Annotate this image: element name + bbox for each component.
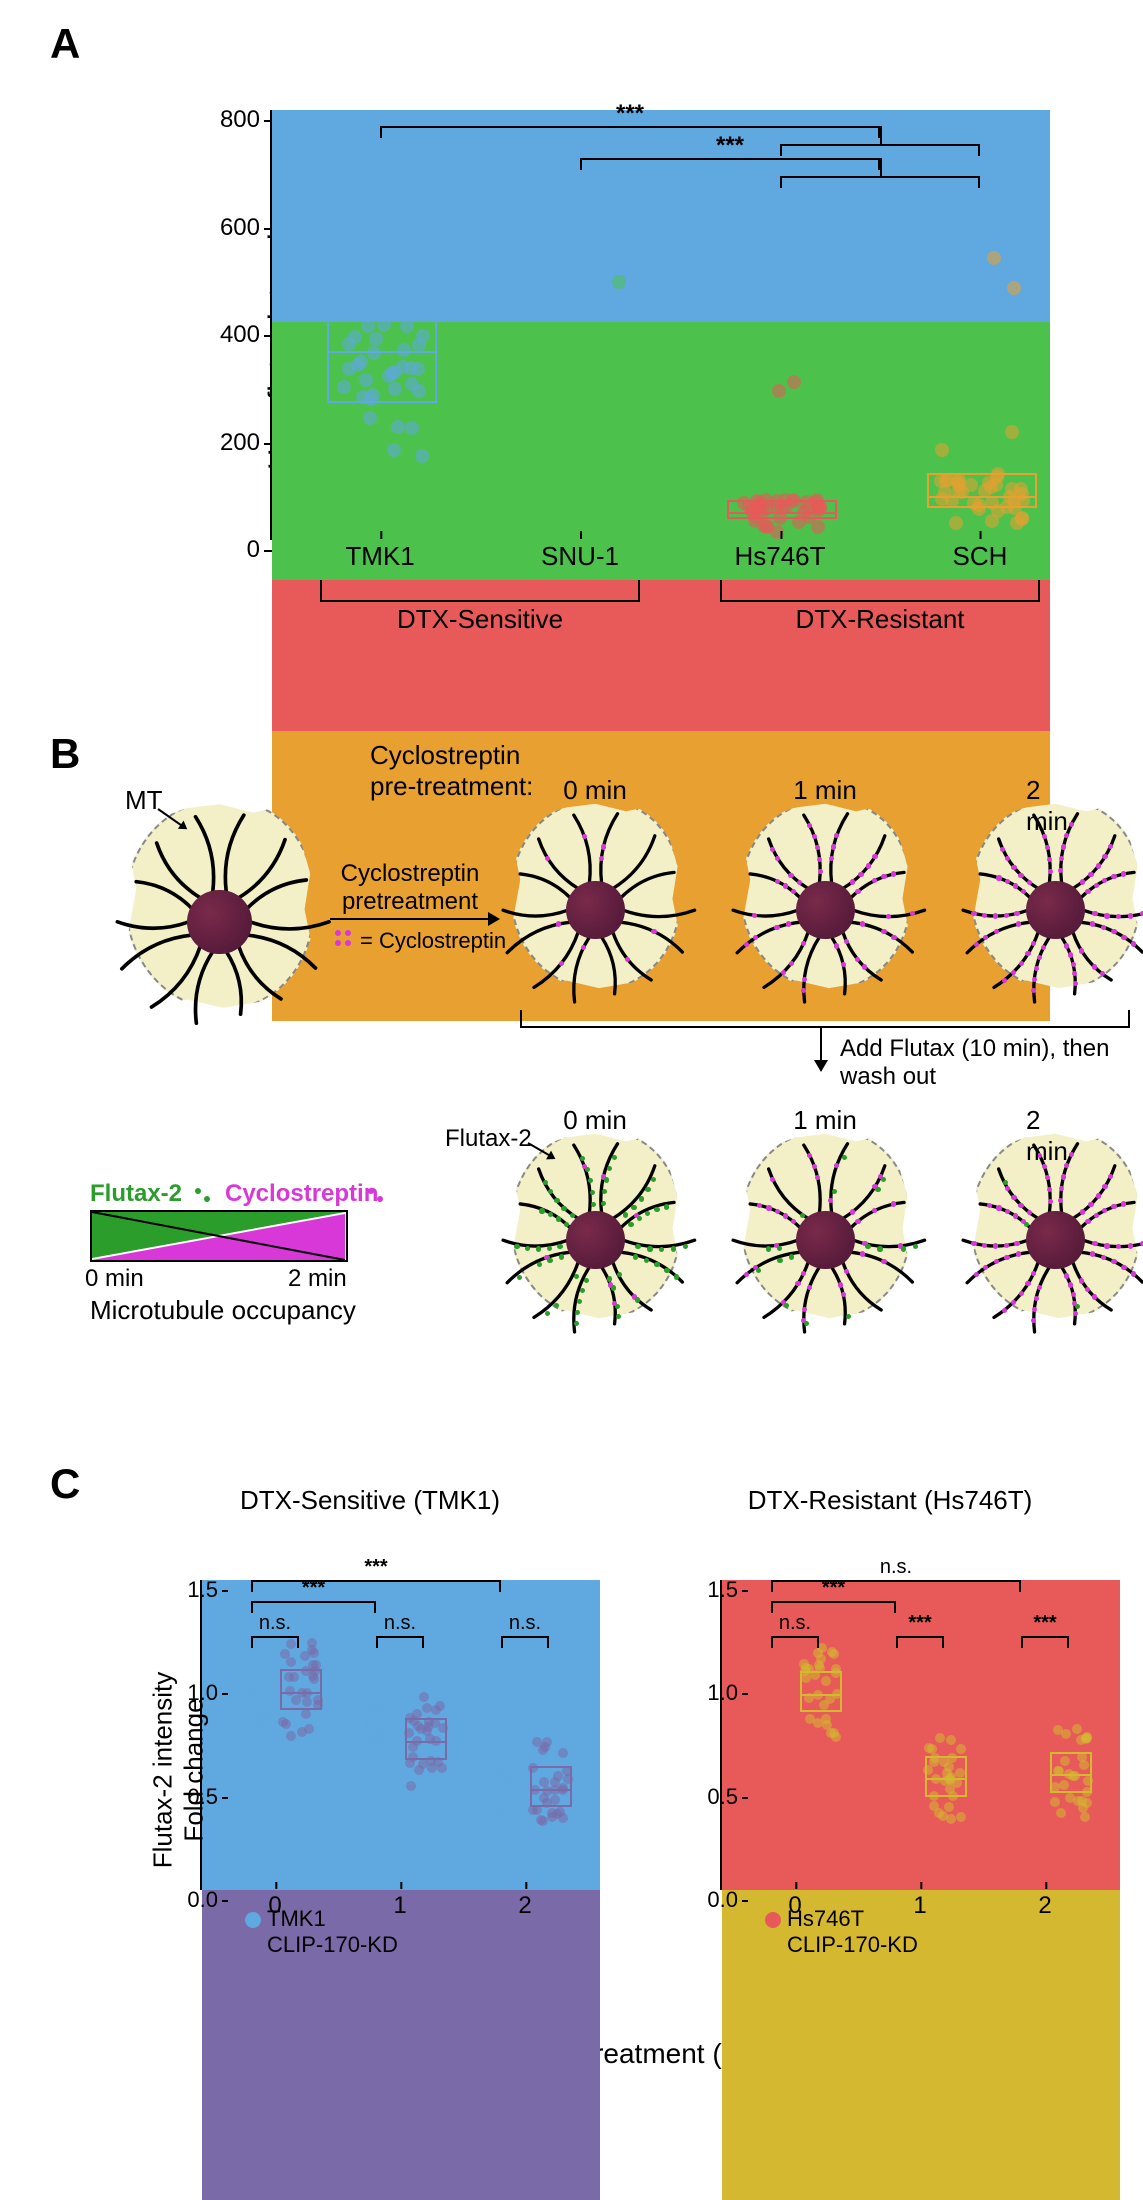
chart-a-plot [270, 110, 1050, 540]
panel-b-label: B [50, 730, 80, 778]
panel-a-label: A [50, 20, 80, 68]
panel-b: B MTCyclostreptinpre-treatment:0 min0 mi… [30, 730, 1113, 1450]
figure-root: A Hexaflutax intensity 0200400600800TMK1… [0, 0, 1143, 2120]
panel-c-label: C [50, 1460, 80, 1508]
panel-a: A Hexaflutax intensity 0200400600800TMK1… [30, 20, 1113, 720]
chart-a: Hexaflutax intensity 0200400600800TMK1SN… [210, 70, 1070, 610]
panel-c: C Cyclostreptin pre-treatment (min) DTX-… [30, 1460, 1113, 2100]
